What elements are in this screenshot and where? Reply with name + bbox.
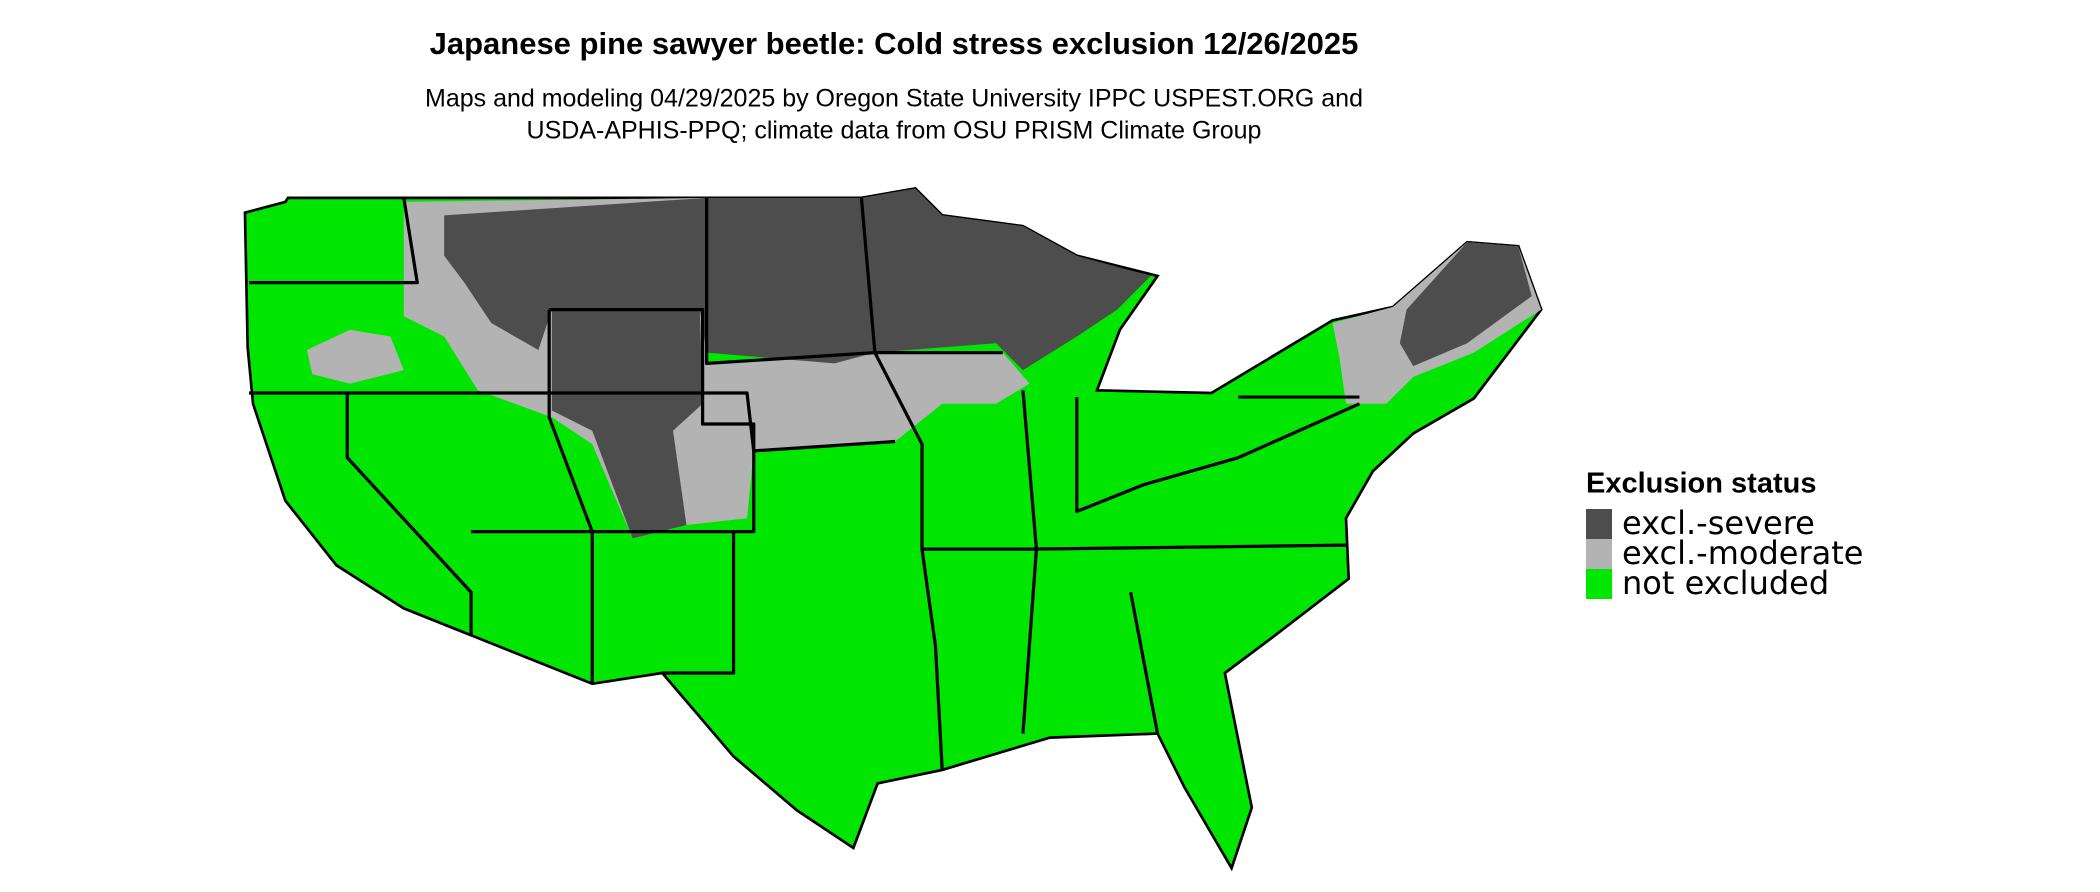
legend-label: not excluded [1622, 564, 1829, 602]
us-map [243, 186, 1543, 872]
state-border [345, 393, 473, 636]
legend-label: excl.-moderate [1622, 534, 1863, 572]
region-severe [1399, 242, 1532, 367]
legend-title: Exclusion status [1586, 468, 1816, 500]
legend-label: excl.-severe [1622, 504, 1815, 542]
state-border [249, 391, 896, 453]
legend-swatch [1586, 539, 1612, 569]
legend-swatch [1586, 509, 1612, 539]
region-moderate [306, 329, 404, 384]
legend-swatch [1586, 569, 1612, 599]
subtitle-line: Maps and modeling 04/29/2025 by Oregon S… [425, 85, 1363, 113]
state-border [1129, 591, 1160, 734]
region-severe [444, 188, 1151, 371]
state-border [920, 548, 944, 770]
state-border [1021, 390, 1039, 734]
state-border [662, 531, 736, 675]
state-border [859, 197, 1347, 551]
region-severe [551, 309, 703, 539]
map-title: Japanese pine sawyer beetle: Cold stress… [430, 26, 1359, 61]
state-border [1075, 397, 1361, 514]
subtitle-line: USDA-APHIS-PPQ; climate data from OSU PR… [527, 117, 1262, 145]
state-border [249, 197, 419, 285]
state-border [547, 309, 594, 684]
state-border [705, 197, 1003, 366]
